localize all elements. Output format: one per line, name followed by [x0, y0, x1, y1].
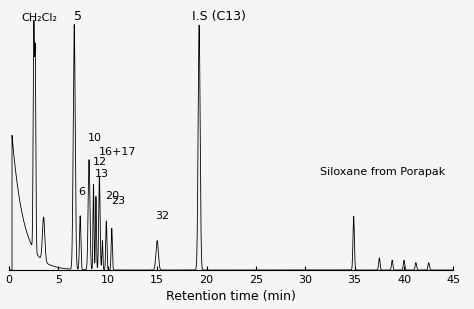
- Text: Siloxane from Porapak: Siloxane from Porapak: [320, 167, 446, 177]
- Text: 5: 5: [74, 10, 82, 23]
- Text: 20: 20: [105, 192, 119, 201]
- Text: 6: 6: [78, 187, 85, 197]
- Text: I.S (C13): I.S (C13): [191, 10, 246, 23]
- Text: CH₂Cl₂: CH₂Cl₂: [21, 13, 57, 23]
- X-axis label: Retention time (min): Retention time (min): [166, 290, 296, 303]
- Text: 16+17: 16+17: [99, 147, 136, 157]
- Text: 10: 10: [88, 133, 102, 143]
- Text: 12: 12: [93, 157, 107, 167]
- Text: 23: 23: [111, 196, 125, 206]
- Text: 13: 13: [95, 169, 109, 180]
- Text: 32: 32: [155, 211, 169, 221]
